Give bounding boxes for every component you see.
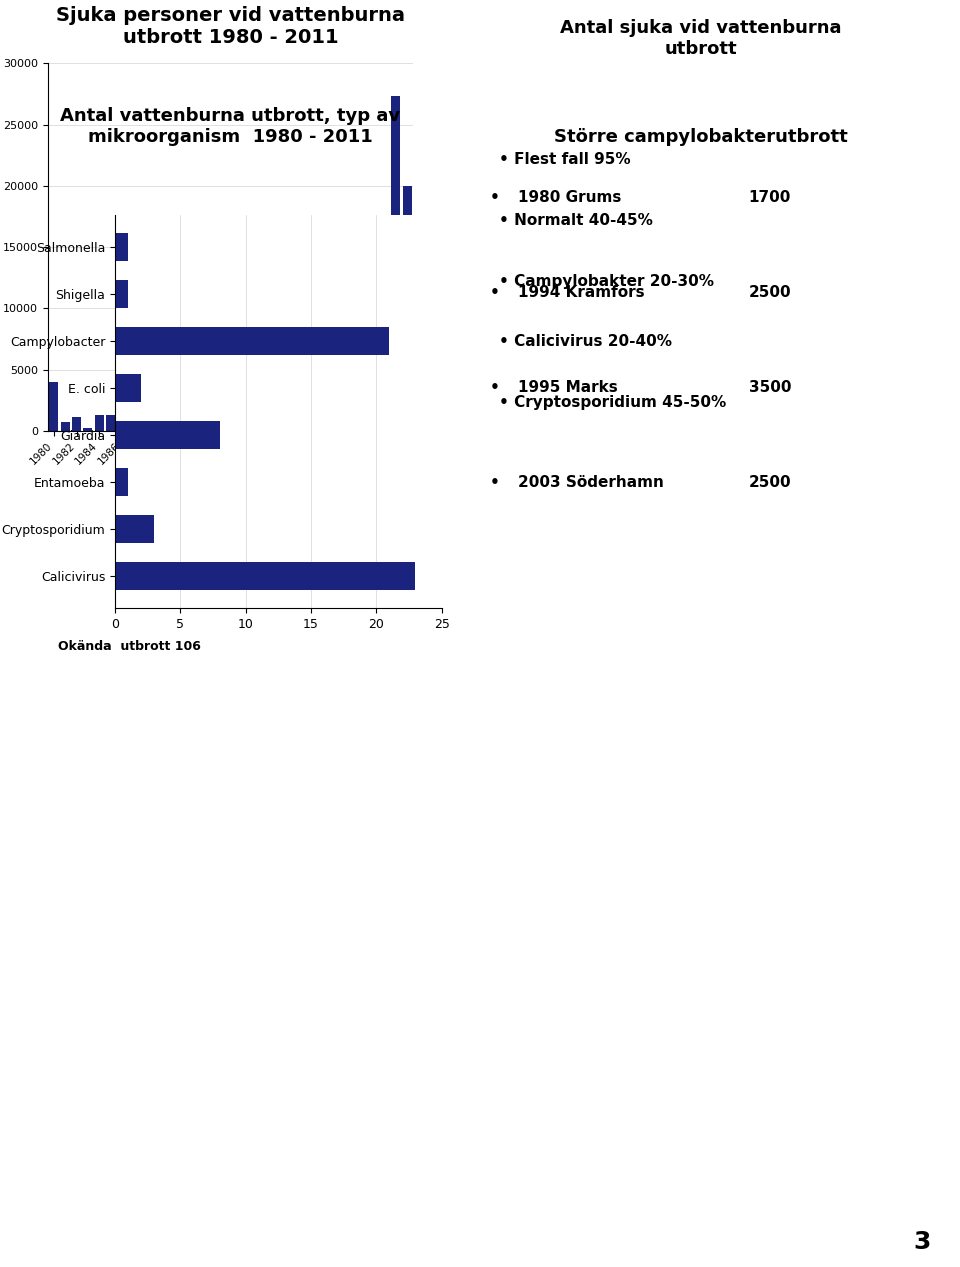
Bar bbox=[266, 428, 275, 431]
Text: • Cryptosporidium 45-50%: • Cryptosporidium 45-50% bbox=[499, 395, 727, 411]
Bar bbox=[198, 419, 206, 431]
Text: •: • bbox=[490, 475, 499, 490]
Bar bbox=[72, 417, 81, 431]
Text: Okända  utbrott 106: Okända utbrott 106 bbox=[58, 640, 201, 653]
Bar bbox=[277, 423, 286, 431]
Bar bbox=[107, 414, 115, 431]
Bar bbox=[346, 428, 354, 431]
Text: •: • bbox=[490, 380, 499, 395]
Text: • Normalt 40-45%: • Normalt 40-45% bbox=[499, 213, 653, 228]
Text: • Calicivirus 20-40%: • Calicivirus 20-40% bbox=[499, 334, 672, 350]
Text: •: • bbox=[490, 190, 499, 205]
Bar bbox=[115, 280, 129, 308]
Bar bbox=[208, 428, 218, 431]
Text: • Campylobakter 20-30%: • Campylobakter 20-30% bbox=[499, 274, 714, 289]
Bar bbox=[129, 364, 138, 431]
Text: 1700: 1700 bbox=[749, 190, 791, 205]
Bar bbox=[402, 186, 412, 431]
Bar bbox=[391, 96, 400, 431]
Bar bbox=[175, 428, 183, 431]
Bar bbox=[115, 374, 141, 403]
Bar bbox=[115, 516, 155, 544]
Text: 1995 Marks: 1995 Marks bbox=[518, 380, 618, 395]
Bar bbox=[369, 428, 377, 431]
Text: 3: 3 bbox=[914, 1230, 931, 1254]
Bar bbox=[186, 421, 195, 431]
Bar bbox=[152, 269, 161, 431]
Text: 3500: 3500 bbox=[749, 380, 791, 395]
Bar bbox=[163, 418, 172, 431]
Bar bbox=[334, 428, 344, 431]
Text: 2500: 2500 bbox=[749, 475, 791, 490]
Bar bbox=[117, 367, 127, 431]
Bar bbox=[115, 327, 390, 356]
Text: • Flest fall 95%: • Flest fall 95% bbox=[499, 152, 631, 167]
Bar bbox=[95, 414, 104, 431]
Bar bbox=[357, 428, 366, 431]
Bar bbox=[323, 392, 332, 431]
Text: 1994 Kramfors: 1994 Kramfors bbox=[518, 285, 645, 300]
Bar bbox=[115, 563, 416, 590]
Bar bbox=[60, 422, 70, 431]
Bar bbox=[380, 424, 389, 431]
Bar bbox=[289, 428, 298, 431]
Bar bbox=[231, 264, 241, 431]
Text: Sjuka personer vid vattenburna
utbrott 1980 - 2011: Sjuka personer vid vattenburna utbrott 1… bbox=[56, 6, 405, 47]
Text: 1980 Grums: 1980 Grums bbox=[518, 190, 622, 205]
Bar bbox=[243, 390, 252, 431]
Bar bbox=[84, 428, 92, 431]
Bar bbox=[115, 233, 129, 261]
Text: Antal vattenburna utbrott, typ av
mikroorganism  1980 - 2011: Antal vattenburna utbrott, typ av mikroo… bbox=[60, 106, 400, 146]
Text: •: • bbox=[490, 285, 499, 300]
Bar bbox=[254, 392, 263, 431]
Text: Antal sjuka vid vattenburna
utbrott: Antal sjuka vid vattenburna utbrott bbox=[560, 19, 842, 58]
Bar bbox=[220, 381, 229, 431]
Bar bbox=[115, 421, 220, 450]
Bar bbox=[49, 381, 59, 431]
Bar bbox=[300, 416, 309, 431]
Bar bbox=[115, 468, 129, 497]
Bar bbox=[140, 417, 150, 431]
Text: Större campylobakterutbrott: Större campylobakterutbrott bbox=[554, 128, 848, 146]
Bar bbox=[311, 428, 321, 431]
Text: 2500: 2500 bbox=[749, 285, 791, 300]
Text: 2003 Söderhamn: 2003 Söderhamn bbox=[518, 475, 664, 490]
